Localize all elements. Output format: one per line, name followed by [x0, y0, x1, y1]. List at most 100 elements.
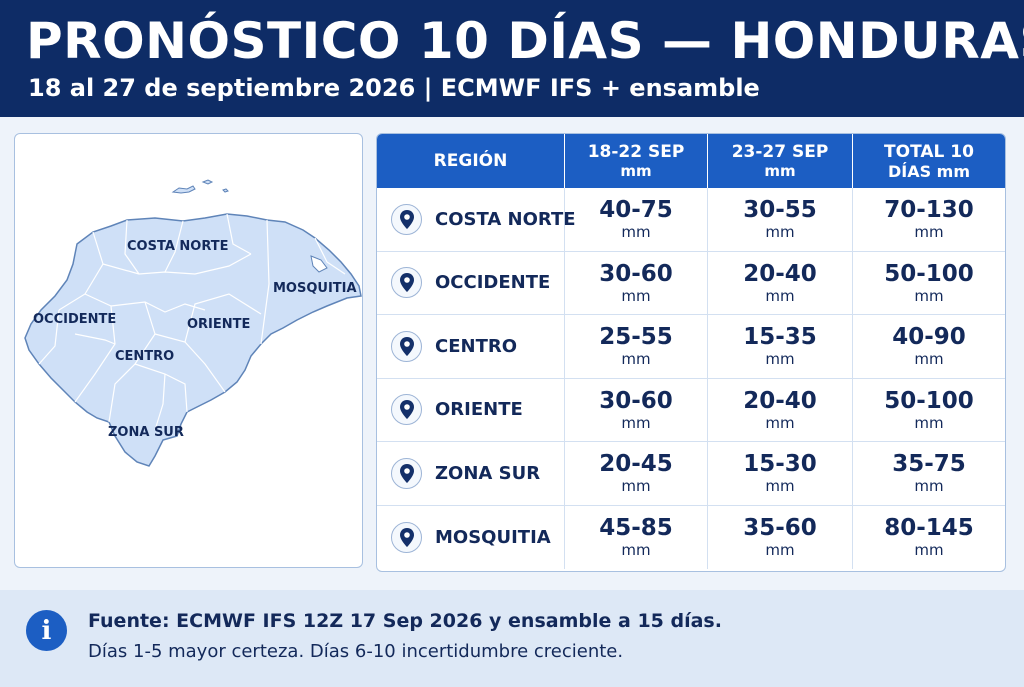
- map-label-oriente: ORIENTE: [187, 317, 250, 332]
- map-pin-icon: [391, 267, 422, 299]
- map-pin-icon: [391, 457, 422, 489]
- certainty-note: Días 1-5 mayor certeza. Días 6-10 incert…: [88, 641, 624, 662]
- header-period-2-label: 23-27 SEP: [731, 142, 829, 162]
- region-name: MOSQUITIA: [435, 526, 551, 548]
- unit-label: mm: [765, 413, 795, 432]
- info-icon: i: [26, 610, 67, 651]
- period-1-value: 40-75: [599, 197, 673, 224]
- header-total-unit: DÍAS mm: [887, 162, 971, 181]
- period-1-cell: 30-60 mm: [565, 378, 708, 441]
- region-name: ORIENTE: [435, 399, 523, 421]
- source-note: Fuente: ECMWF IFS 12Z 17 Sep 2026 y ensa…: [88, 610, 722, 632]
- honduras-map: COSTA NORTE MOSQUITIA OCCIDENTE ORIENTE …: [24, 179, 362, 467]
- total-value: 50-100: [884, 387, 974, 414]
- period-2-value: 15-30: [743, 451, 817, 478]
- period-1-cell: 30-60 mm: [565, 251, 708, 314]
- period-1-value: 30-60: [599, 260, 673, 287]
- page-subtitle: 18 al 27 de septiembre 2026 | ECMWF IFS …: [28, 74, 760, 102]
- unit-label: mm: [765, 286, 795, 305]
- total-cell: 50-100 mm: [853, 379, 1005, 442]
- period-2-cell: 15-35 mm: [708, 315, 853, 378]
- period-1-value: 25-55: [599, 324, 673, 351]
- table-body: COSTA NORTE 40-75 mm 30-55 mm 70-130 mm …: [377, 188, 1005, 569]
- unit-label: mm: [621, 541, 651, 560]
- period-1-cell: 45-85 mm: [565, 505, 708, 569]
- unit-label: mm: [621, 413, 651, 432]
- map-pin-icon: [391, 394, 422, 426]
- table-row: COSTA NORTE 40-75 mm 30-55 mm 70-130 mm: [377, 188, 1005, 252]
- period-2-cell: 20-40 mm: [708, 251, 853, 314]
- period-2-cell: 20-40 mm: [708, 378, 853, 441]
- period-2-cell: 30-55 mm: [708, 188, 853, 251]
- unit-label: mm: [621, 350, 651, 369]
- map-label-zona-sur: ZONA SUR: [108, 425, 184, 440]
- unit-label: mm: [914, 286, 944, 305]
- unit-label: mm: [765, 223, 795, 242]
- region-name: CENTRO: [435, 335, 518, 357]
- table-row: ORIENTE 30-60 mm 20-40 mm 50-100 mm: [377, 378, 1005, 442]
- map-pin-icon: [391, 203, 422, 235]
- map-panel: COSTA NORTE MOSQUITIA OCCIDENTE ORIENTE …: [14, 133, 363, 568]
- table-row: CENTRO 25-55 mm 15-35 mm 40-90 mm: [377, 315, 1005, 379]
- period-1-cell: 40-75 mm: [565, 188, 708, 251]
- region-cell: CENTRO: [377, 315, 565, 378]
- bay-island-3: [222, 188, 229, 193]
- map-label-mosquitia: MOSQUITIA: [273, 281, 357, 296]
- period-2-cell: 15-30 mm: [708, 442, 853, 505]
- map-pin-icon: [391, 521, 422, 553]
- region-name: COSTA NORTE: [435, 208, 576, 230]
- total-cell: 80-145 mm: [853, 506, 1005, 570]
- unit-label: mm: [914, 350, 944, 369]
- unit-label: mm: [914, 477, 944, 496]
- unit-label: mm: [914, 541, 944, 560]
- region-cell: COSTA NORTE: [377, 188, 576, 251]
- lagoon: [310, 255, 328, 273]
- total-value: 80-145: [884, 515, 974, 542]
- period-1-value: 20-45: [599, 451, 673, 478]
- map-label-costa-norte: COSTA NORTE: [127, 239, 229, 254]
- total-value: 35-75: [892, 451, 966, 478]
- header-period-1-label: 18-22 SEP: [587, 142, 685, 162]
- region-cell: ORIENTE: [377, 378, 565, 441]
- map-label-centro: CENTRO: [115, 349, 174, 364]
- period-2-value: 35-60: [743, 515, 817, 542]
- region-cell: ZONA SUR: [377, 442, 565, 505]
- header-region: REGIÓN: [377, 134, 565, 188]
- total-cell: 50-100 mm: [853, 252, 1005, 315]
- region-cell: OCCIDENTE: [377, 251, 565, 314]
- unit-label: mm: [765, 477, 795, 496]
- header-period-1-unit: mm: [620, 162, 652, 180]
- header-period-1: 18-22 SEP mm: [565, 134, 708, 188]
- unit-label: mm: [621, 223, 651, 242]
- total-value: 50-100: [884, 260, 974, 287]
- period-2-value: 20-40: [743, 387, 817, 414]
- region-name: OCCIDENTE: [435, 272, 551, 294]
- unit-label: mm: [765, 541, 795, 560]
- unit-label: mm: [765, 350, 795, 369]
- unit-label: mm: [621, 286, 651, 305]
- header-period-2-unit: mm: [764, 162, 796, 180]
- period-2-value: 30-55: [743, 197, 817, 224]
- forecast-table: REGIÓN 18-22 SEP mm 23-27 SEP mm TOTAL 1…: [376, 133, 1006, 572]
- header: PRONÓSTICO 10 DÍAS — HONDURAS 18 al 27 d…: [0, 0, 1024, 117]
- footer: i Fuente: ECMWF IFS 12Z 17 Sep 2026 y en…: [0, 590, 1024, 687]
- table-row: MOSQUITIA 45-85 mm 35-60 mm 80-145 mm: [377, 505, 1005, 570]
- table-row: OCCIDENTE 30-60 mm 20-40 mm 50-100 mm: [377, 251, 1005, 315]
- page-title: PRONÓSTICO 10 DÍAS — HONDURAS: [26, 12, 1024, 70]
- region-name: ZONA SUR: [435, 462, 541, 484]
- bay-island-2: [201, 179, 214, 185]
- period-2-cell: 35-60 mm: [708, 505, 853, 569]
- header-period-2: 23-27 SEP mm: [708, 134, 853, 188]
- header-total-label: TOTAL 10: [884, 142, 974, 162]
- table-row: ZONA SUR 20-45 mm 15-30 mm 35-75 mm: [377, 442, 1005, 506]
- map-pin-icon: [391, 330, 422, 362]
- map-label-occidente: OCCIDENTE: [33, 312, 116, 327]
- header-total: TOTAL 10 DÍAS mm: [853, 134, 1005, 188]
- total-cell: 35-75 mm: [853, 442, 1005, 505]
- unit-label: mm: [621, 477, 651, 496]
- table-header: REGIÓN 18-22 SEP mm 23-27 SEP mm TOTAL 1…: [377, 134, 1005, 188]
- period-1-cell: 25-55 mm: [565, 315, 708, 378]
- total-value: 40-90: [892, 324, 966, 351]
- period-2-value: 15-35: [743, 324, 817, 351]
- period-2-value: 20-40: [743, 260, 817, 287]
